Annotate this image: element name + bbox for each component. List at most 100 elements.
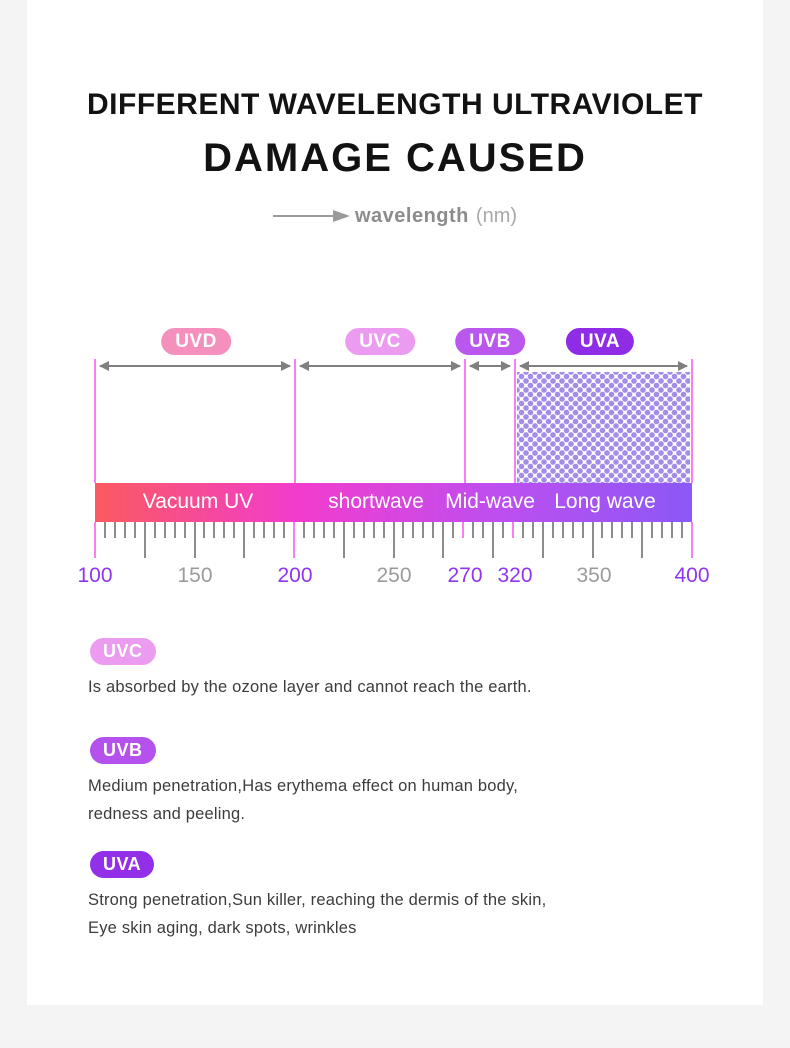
ruler-tick (691, 522, 693, 558)
ruler-tick (302, 522, 305, 538)
ruler-number: 200 (277, 564, 313, 587)
axis-unit: (nm) (475, 204, 518, 227)
ruler-tick (432, 522, 435, 538)
ruler-tick (422, 522, 425, 538)
band-badge-uva: UVA (565, 328, 635, 355)
arrow-right-icon (272, 210, 350, 222)
ruler-tick (392, 522, 395, 558)
ruler-tick (233, 522, 236, 538)
section-uva: UVA Strong penetration,Sun killer, reach… (88, 851, 698, 942)
ruler-tick (591, 522, 594, 558)
ruler-tick (462, 522, 465, 538)
boundary-line (94, 359, 96, 483)
ruler-tick (521, 522, 524, 538)
ruler-tick (103, 522, 106, 538)
band-badge-uvc: UVC (345, 328, 415, 355)
page-title-line1: DIFFERENT WAVELENGTH ULTRAVIOLET (87, 88, 703, 121)
bar-segment-label: Long wave (554, 490, 656, 513)
ruler-tick (352, 522, 355, 538)
ruler-tick (661, 522, 664, 538)
section-uvc: UVC Is absorbed by the ozone layer and c… (88, 638, 698, 701)
ruler-number: 270 (447, 564, 483, 587)
ruler-tick (322, 522, 325, 538)
ruler-tick (293, 522, 295, 558)
ruler-tick (312, 522, 315, 538)
ruler-number: 320 (497, 564, 533, 587)
ruler-tick (492, 522, 494, 558)
uvb-description: Medium penetration,Has erythema effect o… (88, 772, 698, 828)
ruler-tick (143, 522, 146, 558)
ruler-tick (263, 522, 266, 538)
ruler-tick (223, 522, 226, 538)
range-arrow (519, 361, 688, 371)
ruler-tick (531, 522, 534, 538)
ruler-tick (173, 522, 176, 538)
ruler-tick (551, 522, 554, 538)
ruler-tick (681, 522, 684, 538)
wavelength-axis-caption: wavelength (nm) (0, 201, 790, 231)
ruler-tick (442, 522, 445, 558)
uvc-description: Is absorbed by the ozone layer and canno… (88, 673, 698, 701)
ruler-tick (113, 522, 116, 538)
ruler-tick (372, 522, 375, 538)
ruler-tick (501, 522, 504, 538)
ruler-tick (412, 522, 415, 538)
ruler-tick (601, 522, 604, 538)
ruler-tick (611, 522, 614, 538)
page-title-line2: DAMAGE CAUSED (203, 136, 587, 180)
ruler-tick (273, 522, 276, 538)
section-uvb: UVB Medium penetration,Has erythema effe… (88, 737, 698, 828)
wavelength-gradient-bar (95, 483, 692, 522)
ruler-tick (203, 522, 206, 538)
ruler-number: 350 (576, 564, 612, 587)
ruler-tick (641, 522, 644, 558)
ruler-tick (671, 522, 674, 538)
band-badge-uvb: UVB (455, 328, 525, 355)
ruler-tick (452, 522, 455, 538)
ruler-tick (541, 522, 544, 558)
bar-segment-label: Mid-wave (445, 490, 535, 513)
range-arrow (469, 361, 511, 371)
ruler-tick (133, 522, 136, 538)
ruler-tick (362, 522, 365, 538)
uva-badge: UVA (90, 851, 155, 878)
ruler-tick (183, 522, 186, 538)
ruler-tick (631, 522, 634, 538)
ruler-tick (243, 522, 246, 558)
ruler-tick (342, 522, 345, 558)
ruler-number: 150 (177, 564, 213, 587)
ruler-tick (213, 522, 216, 538)
uva-dot-pattern (517, 372, 690, 483)
ruler-tick (193, 522, 196, 558)
bar-segment-label: Vacuum UV (142, 490, 254, 513)
uvb-description-line1: Medium penetration,Has erythema effect o… (88, 777, 519, 795)
ruler-tick (94, 522, 96, 558)
ruler-tick (402, 522, 405, 538)
ruler-tick (153, 522, 156, 538)
range-arrow (299, 361, 461, 371)
ruler-tick (561, 522, 564, 538)
uvb-badge: UVB (90, 737, 156, 764)
ruler-tick (163, 522, 166, 538)
boundary-line (294, 359, 296, 483)
ruler-tick (472, 522, 475, 538)
boundary-line (691, 359, 693, 483)
ruler-tick (123, 522, 126, 538)
bar-segment-label: shortwave (328, 490, 424, 513)
band-badge-uvd: UVD (161, 328, 231, 355)
ruler-tick (283, 522, 286, 538)
range-arrow (99, 361, 291, 371)
ruler-tick (651, 522, 654, 538)
ruler-tick (253, 522, 256, 538)
ruler-tick (581, 522, 584, 538)
ruler-tick (571, 522, 574, 538)
axis-label: wavelength (354, 204, 469, 227)
ruler-number: 100 (77, 564, 113, 587)
uvc-badge: UVC (90, 638, 156, 665)
boundary-line (464, 359, 466, 483)
ruler-tick (482, 522, 485, 538)
boundary-line (514, 359, 516, 483)
uva-description-line1: Strong penetration,Sun killer, reaching … (88, 891, 547, 909)
